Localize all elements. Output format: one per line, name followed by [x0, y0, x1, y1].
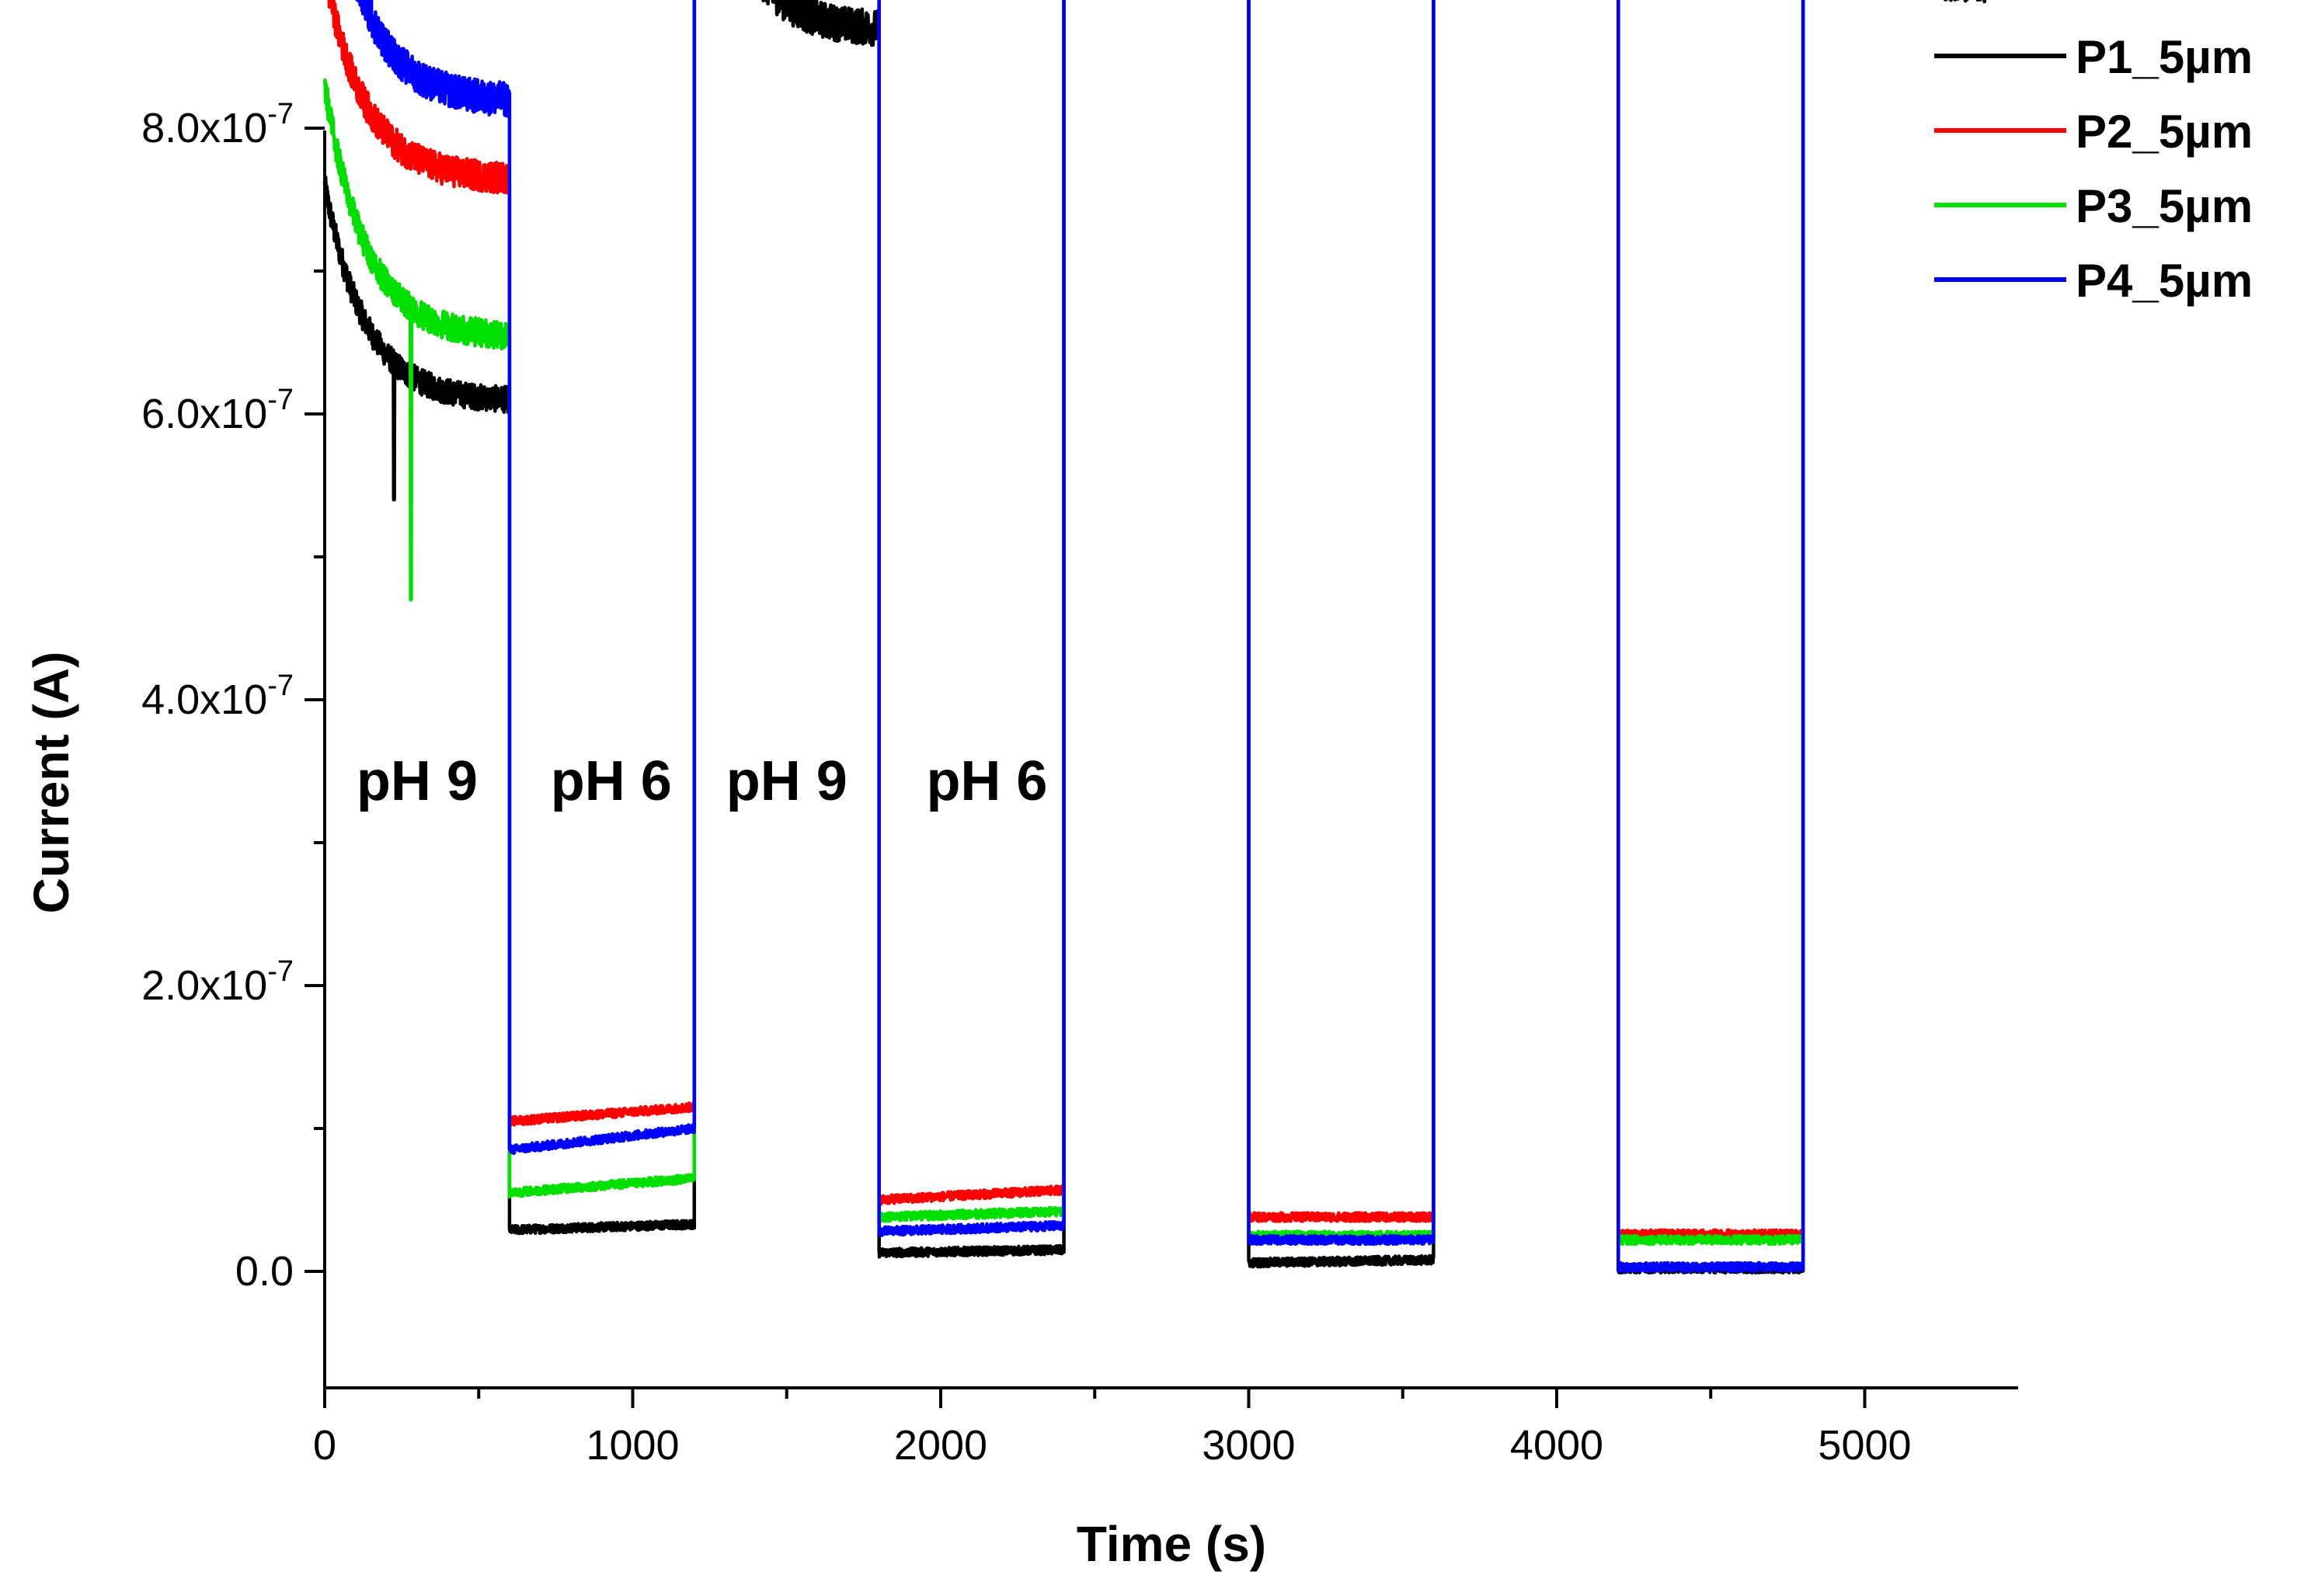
- legend-label-2: P2_5µm: [2076, 106, 2253, 158]
- x-tick-label: 5000: [1818, 1422, 1911, 1469]
- y-tick-label: 2.0x10-7: [141, 955, 294, 1009]
- annotations: pH 9pH 6pH 9pH 6Day 1Day 2: [357, 750, 1048, 812]
- series-line-1: [322, 0, 1987, 1275]
- legend-label-3: P3_5µm: [2076, 180, 2253, 232]
- series-line-2: [327, 0, 1805, 1240]
- x-tick-label: 4000: [1510, 1422, 1603, 1469]
- x-tick-label: 2000: [894, 1422, 987, 1469]
- x-ticks: 0 1000 2000 3000 4000 5000: [313, 1388, 1912, 1469]
- legend-label-1: P1_5µm: [2076, 31, 2253, 83]
- ph-label-3: pH 9: [726, 750, 847, 812]
- plot-lines: [322, 0, 1987, 1275]
- y-ticks: 0.02.0x10-74.0x10-76.0x10-78.0x10-71.0x1…: [141, 98, 325, 1295]
- ph-label-1: pH 9: [357, 750, 478, 812]
- legend-label-4: P4_5µm: [2076, 255, 2253, 307]
- series-line-3: [322, 0, 1805, 1247]
- ph-label-2: pH 6: [551, 750, 672, 812]
- legend: P1_5µm P2_5µm P3_5µm P4_5µm: [1934, 31, 2253, 307]
- series-line-4: [354, 0, 1805, 1274]
- ph-label-4: pH 6: [926, 750, 1047, 812]
- x-tick-label: 0: [313, 1422, 336, 1469]
- x-tick-label: 1000: [586, 1422, 679, 1469]
- y-tick-label: 4.0x10-7: [141, 669, 294, 723]
- x-axis-title: Time (s): [1077, 1516, 1266, 1572]
- y-tick-label: 8.0x10-7: [141, 98, 294, 151]
- y-axis-title: Current (A): [23, 652, 79, 914]
- y-tick-label: 6.0x10-7: [141, 384, 294, 437]
- y-tick-label: 0.0: [235, 1248, 294, 1295]
- x-tick-label: 3000: [1202, 1422, 1295, 1469]
- axes: 0 1000 2000 3000 4000 5000 0.0 2.0x10-7 4.0x10-…: [141, 98, 2018, 1469]
